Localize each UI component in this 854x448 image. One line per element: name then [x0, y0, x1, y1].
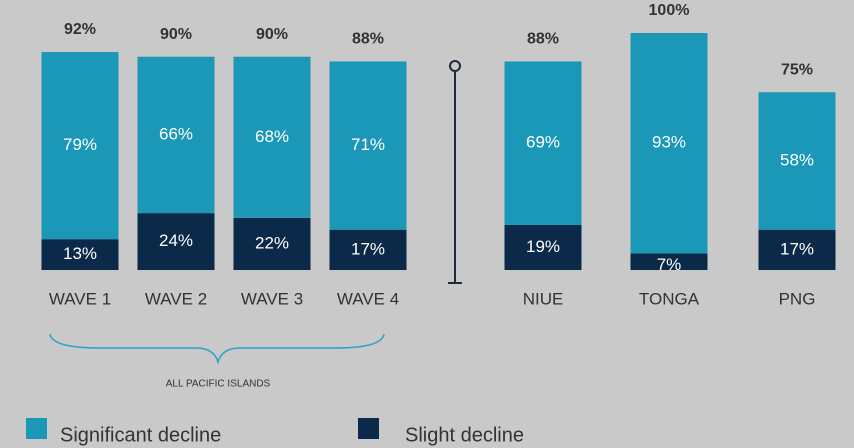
- x-tick-label: WAVE 3: [241, 289, 303, 308]
- total-label: 88%: [527, 31, 559, 48]
- value-label: 13%: [63, 244, 97, 263]
- bar-segment: [41, 239, 119, 270]
- total-label: 90%: [160, 26, 192, 43]
- x-tick-label: WAVE 1: [49, 289, 111, 308]
- value-label: 93%: [652, 133, 686, 152]
- value-label: 17%: [351, 239, 385, 258]
- value-label: 69%: [526, 133, 560, 152]
- value-label: 79%: [63, 135, 97, 154]
- brace: [49, 333, 385, 365]
- bar-segment: [41, 51, 119, 240]
- x-tick-label: PNG: [779, 289, 816, 308]
- bar-segment: [630, 33, 708, 254]
- annotation: ALL PACIFIC ISLANDS: [166, 379, 271, 390]
- total-label: 75%: [781, 61, 813, 78]
- bar-segment: [137, 56, 215, 214]
- legend-swatch: [26, 418, 47, 439]
- value-label: 24%: [159, 231, 193, 250]
- bar-segment: [137, 213, 215, 270]
- total-label: 90%: [256, 26, 288, 43]
- legend-swatch: [358, 418, 379, 439]
- value-label: 22%: [255, 233, 289, 252]
- total-label: 88%: [352, 31, 384, 48]
- legend-label: Significant decline: [60, 424, 221, 446]
- value-label: 68%: [255, 127, 289, 146]
- value-label: 7%: [657, 255, 682, 274]
- bar-segment: [329, 61, 407, 230]
- x-tick-label: WAVE 4: [337, 289, 399, 308]
- bar-segment: [630, 253, 708, 270]
- bar-segment: [758, 229, 836, 270]
- bar-segment: [504, 224, 582, 270]
- group-separator: [448, 60, 462, 284]
- bar-segment: [233, 217, 311, 270]
- x-tick-label: NIUE: [523, 289, 564, 308]
- x-tick-label: TONGA: [639, 289, 700, 308]
- value-label: 19%: [526, 237, 560, 256]
- bar-segment: [504, 61, 582, 225]
- value-label: 71%: [351, 135, 385, 154]
- legend-label: Slight decline: [405, 424, 524, 446]
- bar-segment: [233, 56, 311, 218]
- bar-segment: [758, 92, 836, 230]
- total-label: 92%: [64, 21, 96, 38]
- total-label: 100%: [649, 2, 690, 19]
- x-tick-label: WAVE 2: [145, 289, 207, 308]
- bar-segment: [329, 229, 407, 270]
- separator-cap: [449, 60, 461, 72]
- value-label: 66%: [159, 124, 193, 143]
- value-label: 58%: [780, 150, 814, 169]
- value-label: 17%: [780, 239, 814, 258]
